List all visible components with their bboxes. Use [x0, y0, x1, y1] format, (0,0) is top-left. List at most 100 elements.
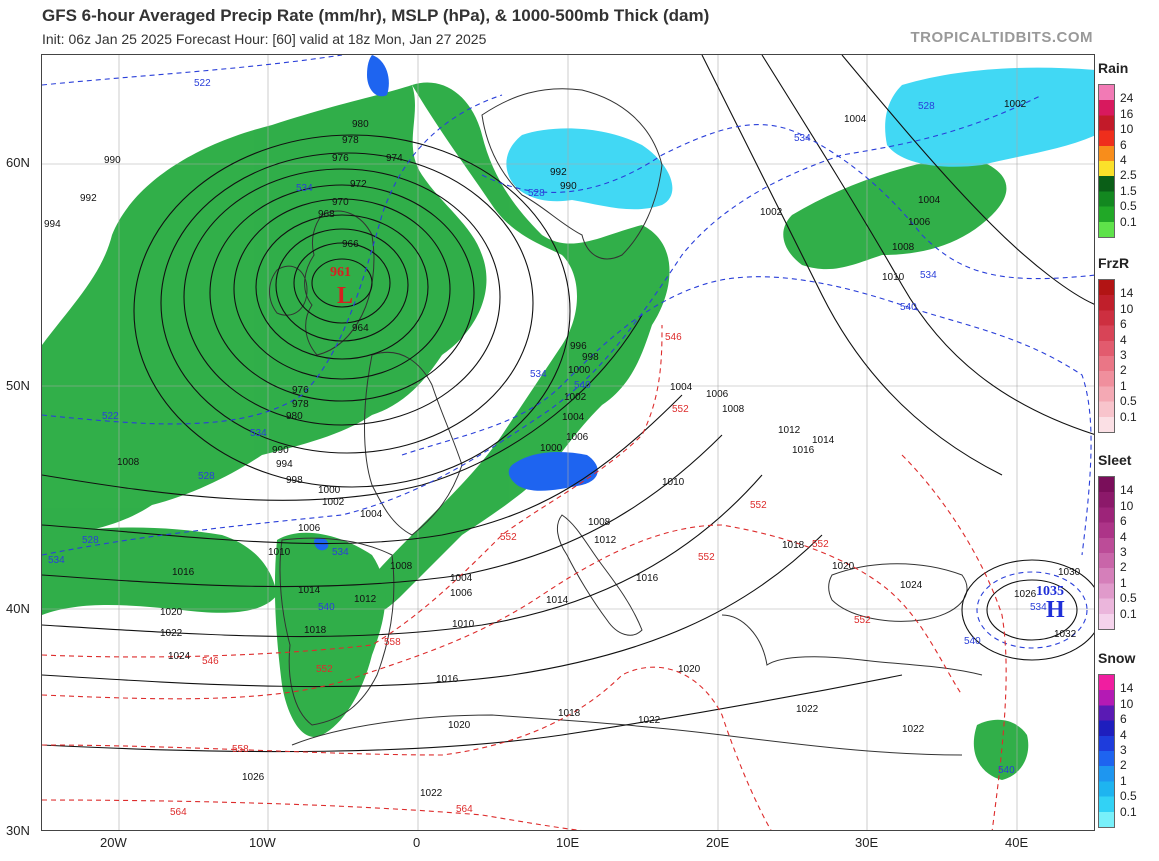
thickness-label: 540	[900, 302, 917, 313]
isobar-labels: 990 992 994 980 978 976 974 972 970 968 …	[44, 99, 1081, 799]
isobar-label: 1032	[1054, 629, 1077, 640]
atlantic-rain-area	[42, 527, 277, 615]
isobar-label: 1020	[832, 561, 855, 572]
legend-rain-tick: 4	[1120, 153, 1127, 167]
thickness-label: 534	[332, 547, 349, 558]
lat-label-50n: 50N	[6, 378, 30, 393]
isobar-label: 992	[80, 193, 97, 204]
thickness-label: 552	[698, 552, 715, 563]
legend-snow-tick: 4	[1120, 727, 1127, 742]
map-title: GFS 6-hour Averaged Precip Rate (mm/hr),…	[42, 6, 710, 25]
eastern-europe-rain-band	[783, 155, 1007, 270]
isobar-label: 1020	[678, 664, 701, 675]
legend-sleet-tick: 4	[1120, 529, 1127, 544]
lat-label-60n: 60N	[6, 155, 30, 170]
thickness-label: 528	[82, 535, 99, 546]
legend-sleet-tick: 2	[1120, 560, 1127, 575]
isobar-label: 990	[104, 155, 121, 166]
legend-rain-tick: 6	[1120, 137, 1127, 152]
legend-rain-tick: 24	[1120, 91, 1134, 106]
lon-label-10w: 10W	[249, 835, 276, 850]
lat-lon-grid	[42, 55, 1094, 830]
legend-snow-tick: 3	[1120, 743, 1127, 757]
legend-sleet-tick: 1	[1120, 575, 1127, 590]
thickness-label: 540	[964, 636, 981, 647]
isobar-label: 1020	[160, 607, 183, 618]
isobar-label: 1004	[918, 195, 941, 206]
isobar-label: 1008	[117, 457, 140, 468]
isobar-label: 1022	[638, 715, 661, 726]
thickness-label: 546	[202, 656, 219, 667]
lon-label-0: 0	[413, 835, 421, 850]
legend-snow-tick: 0.1	[1120, 804, 1137, 819]
isobar-label: 1004	[670, 382, 693, 393]
coastlines	[269, 88, 983, 756]
isobar-label: 1016	[436, 674, 459, 685]
thickness-label: 558	[232, 744, 249, 755]
isobar-label: 1016	[172, 567, 195, 578]
isobar-label: 1022	[160, 628, 183, 639]
isobar-label: 992	[550, 167, 567, 178]
thickness-label: 564	[456, 804, 473, 815]
legend-snow-tick: 1	[1120, 773, 1127, 788]
isobar-label: 1008	[588, 517, 611, 528]
lon-label-10e: 10E	[556, 835, 580, 850]
lat-label-30n: 30N	[6, 823, 30, 838]
ireland-coast	[269, 265, 308, 316]
legend-sleet-colorbar	[1098, 476, 1115, 630]
legend-frzr-tick: 0.1	[1120, 409, 1137, 424]
low-pressure-center: 961 L	[330, 265, 353, 309]
weather-map: 990 992 994 980 978 976 974 972 970 968 …	[41, 54, 1095, 831]
isobar-label: 998	[582, 352, 599, 363]
map-canvas: 990 992 994 980 978 976 974 972 970 968 …	[42, 55, 1094, 830]
isobar-label: 1018	[304, 625, 327, 636]
isobar-label: 1014	[298, 585, 321, 596]
thickness-label: 534	[1030, 602, 1047, 613]
isobar-label: 994	[44, 219, 61, 230]
black-sea-coast	[828, 563, 968, 622]
isobar-label: 1006	[450, 588, 473, 599]
isobar-label: 990	[272, 445, 289, 456]
thickness-label: 552	[672, 404, 689, 415]
isobar-label: 1012	[594, 535, 617, 546]
isobar-label: 1000	[540, 443, 563, 454]
isobar-label: 1004	[360, 509, 383, 520]
legend-sleet-tick: 6	[1120, 514, 1127, 529]
legend-sleet-tick: 14	[1120, 483, 1134, 498]
isobar-label: 1004	[450, 573, 473, 584]
legend-sleet-title: Sleet	[1098, 452, 1132, 468]
isobars	[42, 55, 1094, 753]
isobar-label: 990	[560, 181, 577, 192]
legend-frzr-tick: 0.5	[1120, 394, 1137, 409]
precip-rain-areas	[42, 82, 1029, 780]
greece-turkey-coast	[721, 614, 983, 676]
france-coast	[364, 351, 463, 536]
thickness-label: 552	[854, 615, 871, 626]
isobar-label: 1006	[298, 523, 321, 534]
legend-rain-tick: 1.5	[1120, 183, 1137, 198]
legend-rain-tick: 0.5	[1120, 199, 1137, 214]
isobar-label: 980	[286, 411, 303, 422]
thickness-label: 534	[296, 183, 313, 194]
thickness-label: 522	[194, 78, 211, 89]
isobar-label: 998	[286, 475, 303, 486]
lat-label-40n: 40N	[6, 601, 30, 616]
legend-frzr-colorbar	[1098, 279, 1115, 433]
isobar-label: 1012	[778, 425, 801, 436]
high-pressure-value: 1035	[1036, 584, 1064, 599]
middle-east-rain-area	[973, 719, 1029, 780]
thickness-label: 528	[198, 471, 215, 482]
thickness-label: 540	[998, 765, 1015, 776]
isobar-label: 1022	[420, 788, 443, 799]
isobar-label: 994	[276, 459, 293, 470]
isobar-label: 980	[352, 119, 369, 130]
isobar-label: 1014	[812, 435, 835, 446]
thickness-label: 552	[812, 539, 829, 550]
thickness-label: 552	[750, 500, 767, 511]
isobar-label: 974	[386, 153, 403, 164]
thickness-label: 540	[574, 380, 591, 391]
thickness-label: 552	[500, 532, 517, 543]
isobar-label: 1006	[908, 217, 931, 228]
legend-frzr-tick: 10	[1120, 301, 1134, 316]
thickness-label: 522	[102, 411, 119, 422]
